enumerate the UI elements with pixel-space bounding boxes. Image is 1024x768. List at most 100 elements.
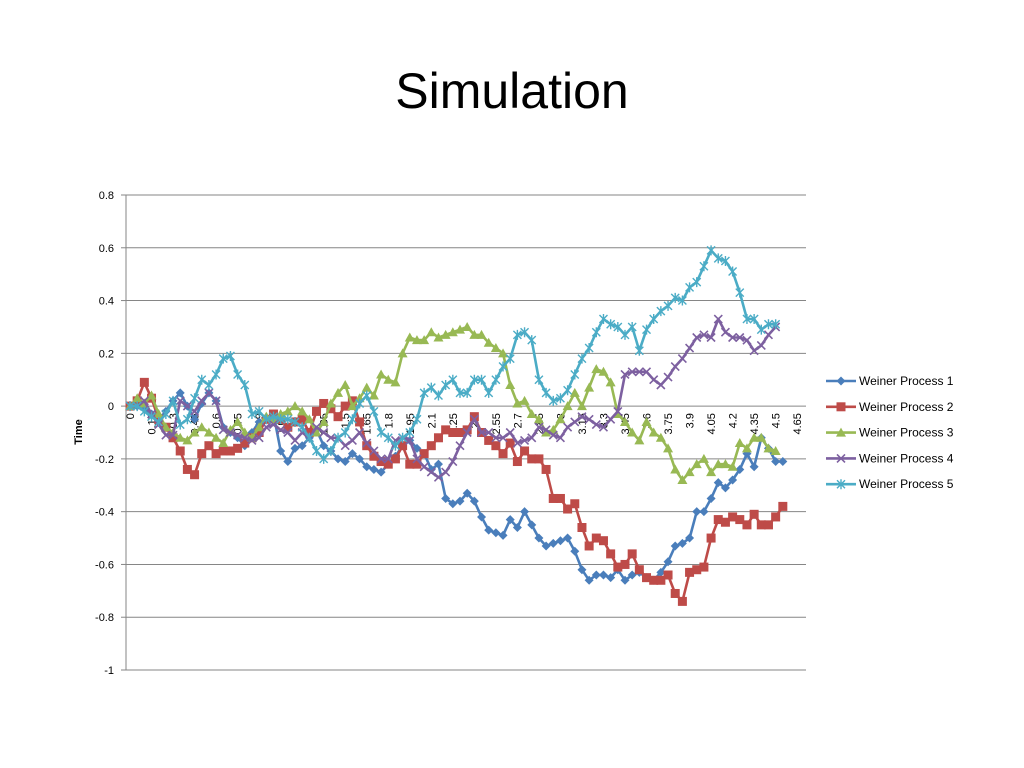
data-point	[555, 493, 565, 503]
x-tick-label: 2.7	[512, 413, 524, 428]
data-point	[620, 329, 630, 340]
data-point	[477, 374, 487, 385]
data-point	[498, 361, 508, 372]
data-point	[606, 319, 616, 330]
data-point	[570, 417, 580, 427]
data-point	[254, 406, 264, 417]
data-point	[390, 454, 400, 464]
data-point	[232, 416, 243, 426]
data-point	[699, 261, 709, 272]
data-point	[742, 335, 752, 345]
gridlines	[121, 194, 806, 671]
data-point	[692, 565, 702, 575]
y-tick-label: 0.2	[99, 348, 114, 360]
data-point	[534, 454, 544, 464]
legend-label: Weiner Process 5	[859, 477, 954, 491]
data-point	[778, 501, 788, 511]
data-point	[254, 433, 264, 443]
data-point	[677, 354, 687, 364]
data-point	[283, 414, 293, 425]
data-point	[362, 462, 372, 472]
data-point	[175, 446, 185, 456]
data-point	[713, 478, 723, 488]
data-point	[190, 393, 200, 404]
data-point	[627, 570, 637, 580]
data-point	[340, 441, 350, 451]
data-point	[555, 414, 566, 424]
data-point	[433, 459, 443, 469]
x-tick-label: 4.2	[728, 413, 740, 428]
data-point	[720, 327, 731, 337]
data-point	[670, 541, 680, 551]
data-point	[311, 422, 322, 432]
data-point	[197, 374, 207, 385]
data-point	[225, 446, 235, 456]
data-point	[405, 427, 415, 438]
data-point	[691, 459, 702, 469]
data-point	[455, 496, 465, 506]
data-point	[405, 435, 415, 445]
data-point	[225, 350, 235, 361]
data-point	[197, 396, 207, 406]
data-point	[319, 427, 329, 438]
data-point	[563, 422, 573, 432]
data-point	[591, 327, 601, 338]
legend-label: Weiner Process 3	[859, 426, 954, 440]
data-point	[656, 306, 666, 317]
data-point	[627, 549, 637, 559]
data-point	[663, 570, 673, 580]
data-point	[548, 430, 558, 440]
data-point	[369, 451, 379, 461]
data-point	[498, 449, 508, 459]
data-point	[598, 314, 608, 325]
data-point	[713, 459, 724, 469]
data-point	[290, 401, 300, 411]
data-point	[577, 565, 587, 575]
data-point	[340, 380, 351, 389]
data-point	[355, 454, 365, 464]
data-point	[836, 453, 846, 463]
data-point	[569, 387, 580, 397]
data-point	[677, 475, 688, 484]
data-point	[146, 390, 157, 400]
data-point	[598, 422, 609, 432]
data-point	[584, 414, 594, 424]
data-point	[441, 467, 451, 477]
data-point	[455, 387, 465, 398]
data-point	[440, 329, 451, 339]
data-point	[347, 414, 357, 425]
data-point	[620, 559, 630, 569]
legend-item: Weiner Process 4	[826, 451, 954, 465]
data-point	[491, 374, 501, 385]
legend-item: Weiner Process 5	[826, 477, 954, 491]
data-point	[297, 441, 307, 451]
data-point	[727, 461, 738, 471]
data-point	[527, 433, 537, 443]
legend: Weiner Process 1 Weiner Process 2 Weiner P…	[826, 374, 954, 491]
data-point	[218, 446, 228, 456]
data-point	[548, 538, 558, 548]
x-tick-label: 4.5	[771, 413, 783, 428]
data-point	[627, 427, 638, 437]
data-point	[189, 427, 200, 437]
data-point	[742, 520, 752, 530]
data-point	[562, 401, 573, 411]
data-point	[433, 332, 444, 342]
data-point	[283, 422, 293, 432]
data-point	[204, 388, 214, 398]
data-point	[677, 538, 687, 548]
data-point	[706, 467, 717, 477]
data-point	[282, 406, 293, 416]
data-point	[713, 515, 723, 525]
data-point	[132, 393, 143, 403]
data-point	[247, 409, 257, 420]
data-point	[412, 454, 422, 464]
data-point	[383, 454, 393, 464]
data-point	[534, 374, 544, 385]
data-point	[720, 255, 730, 266]
data-point	[512, 329, 522, 340]
data-point	[355, 417, 365, 427]
data-point	[706, 245, 716, 256]
data-point	[778, 457, 788, 467]
data-point	[175, 388, 185, 398]
